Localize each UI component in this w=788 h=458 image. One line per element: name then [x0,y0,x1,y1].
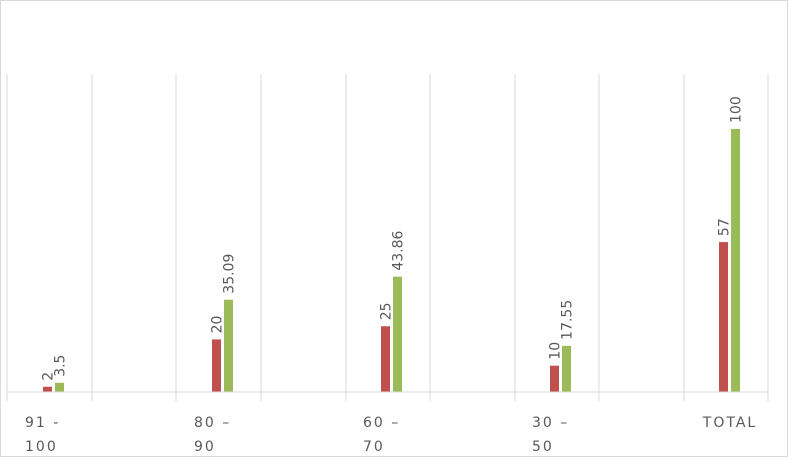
x-tick-label-3-0: 30 – [532,415,569,431]
x-tick-label-3-1: 50 [532,439,554,455]
data-label-series-1-1: 20 [210,316,226,334]
x-tick-label-2-0: 60 – [363,415,400,431]
x-tick-label-0-1: 100 [25,439,58,455]
bar-series-2-0 [55,382,64,392]
data-label-series-2-4: 100 [729,96,745,123]
bar-series-1-4 [719,242,728,392]
bar-series-2-3 [562,345,571,392]
bar-series-2-4 [731,129,740,392]
bar-series-2-1 [224,299,233,392]
bar-series-1-2 [381,326,390,392]
x-tick-label-1-0: 80 – [194,415,231,431]
data-label-series-2-0: 3.5 [53,355,69,377]
x-tick-label-0-0: 91 - [25,415,60,431]
bars [43,129,740,392]
x-tick-label-2-1: 70 [363,439,385,455]
x-tick-label-4-0: TOTAL [702,415,757,431]
data-label-series-2-2: 43.86 [391,230,407,270]
x-tick-label-1-1: 90 [194,439,216,455]
bar-series-2-2 [393,276,402,392]
data-label-series-1-2: 25 [379,302,395,320]
data-labels: 2 20 25 10 57 3.5 35.09 43.86 17.55 100 [41,96,745,380]
data-label-series-1-4: 57 [717,218,733,236]
grid-lines [6,74,769,401]
bar-series-1-3 [550,365,559,392]
data-label-series-1-3: 10 [548,342,564,360]
bar-series-1-0 [43,386,52,392]
data-label-series-2-3: 17.55 [560,300,576,340]
data-label-series-2-1: 35.09 [222,254,238,294]
x-axis-tick-labels: 91 - 100 80 – 90 60 – 70 30 – 50 TOTAL [25,415,757,455]
bar-series-1-1 [212,339,221,392]
data-label-series-1-0: 2 [41,372,57,381]
